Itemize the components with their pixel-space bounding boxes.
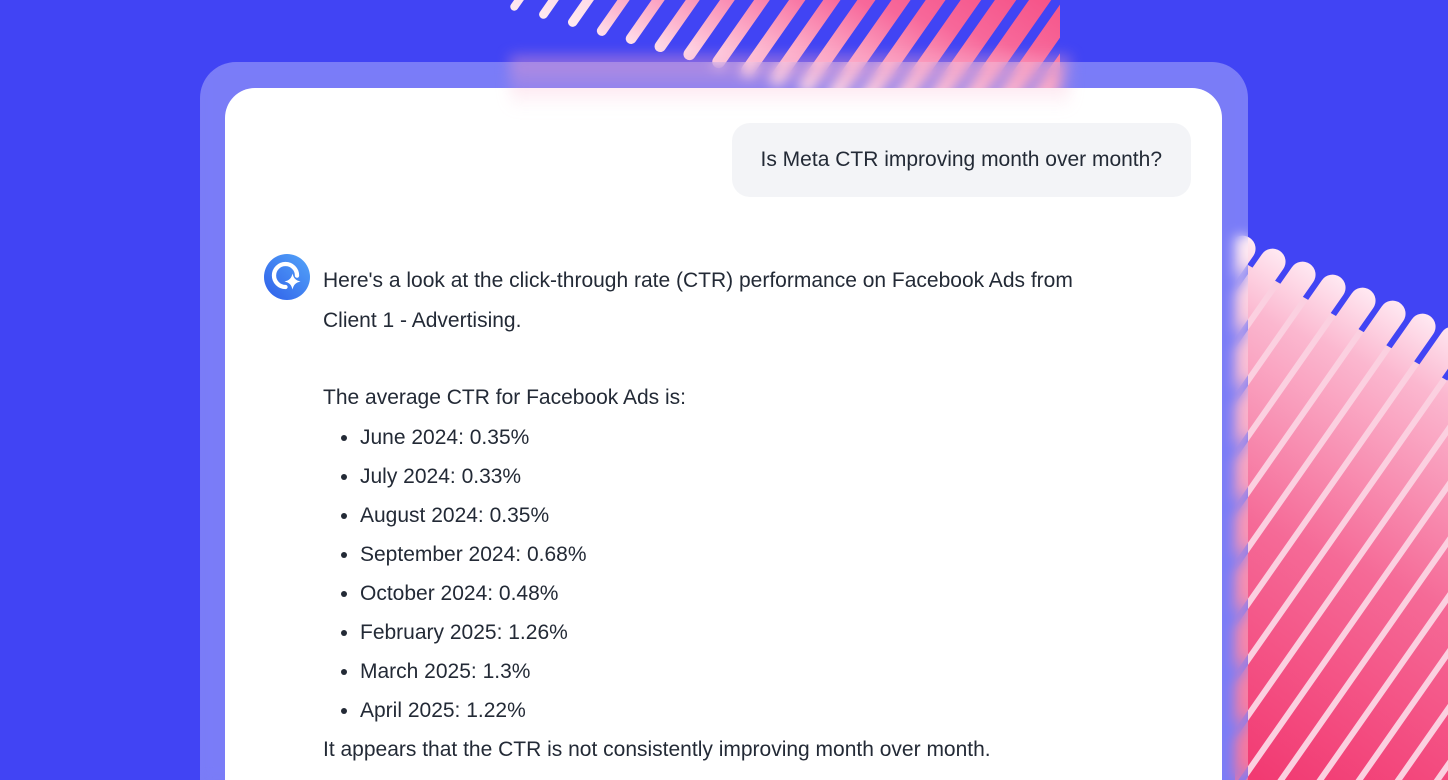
user-message-text: Is Meta CTR improving month over month?: [760, 148, 1162, 171]
list-item: September 2024: 0.68%: [360, 535, 1093, 574]
answer-conclusion: It appears that the CTR is not consisten…: [323, 738, 991, 761]
answer-list-intro: The average CTR for Facebook Ads is:: [323, 386, 686, 409]
answer-intro: Here's a look at the click-through rate …: [323, 269, 1073, 332]
list-item: June 2024: 0.35%: [360, 418, 1093, 457]
pink-stripes-right-decoration: [1235, 235, 1448, 780]
list-item: July 2024: 0.33%: [360, 457, 1093, 496]
assistant-message: Here's a look at the click-through rate …: [264, 254, 1093, 780]
list-item: February 2025: 1.26%: [360, 613, 1093, 652]
chat-card: Is Meta CTR improving month over month? …: [225, 88, 1222, 780]
list-item: October 2024: 0.48%: [360, 574, 1093, 613]
user-message-bubble: Is Meta CTR improving month over month?: [731, 123, 1191, 197]
assistant-answer: Here's a look at the click-through rate …: [323, 261, 1093, 780]
list-item: April 2025: 1.22%: [360, 691, 1093, 730]
ctr-list: June 2024: 0.35% July 2024: 0.33% August…: [323, 418, 1093, 730]
answer-partial-line: The rate fluctuates, with some months sh…: [323, 770, 1093, 780]
list-item: August 2024: 0.35%: [360, 496, 1093, 535]
assistant-avatar-icon: [264, 254, 310, 300]
list-item: March 2025: 1.3%: [360, 652, 1093, 691]
